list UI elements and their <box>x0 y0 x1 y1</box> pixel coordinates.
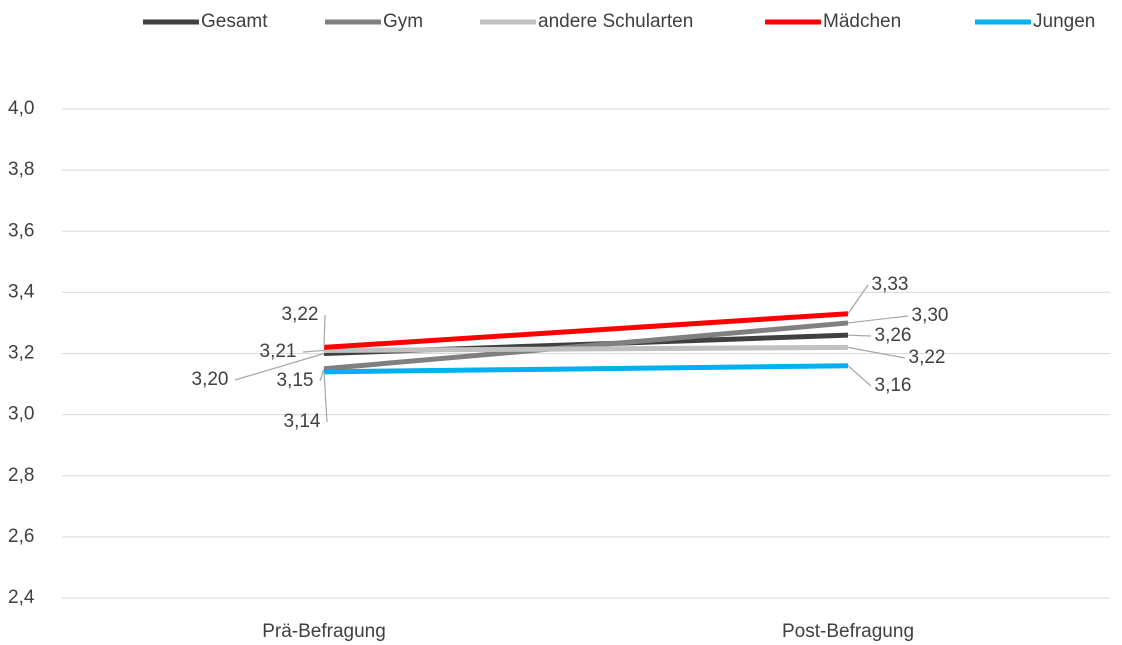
data-label: 3,20 <box>192 369 229 390</box>
line <box>323 363 849 375</box>
y-tick-label: 3,6 <box>8 220 34 241</box>
y-tick-label: 2,4 <box>8 587 35 608</box>
legend-label: Gym <box>383 11 423 32</box>
leader-line <box>847 284 869 315</box>
y-tick-label: 2,6 <box>8 526 34 547</box>
data-label: 3,16 <box>875 375 912 396</box>
leader-line <box>323 314 326 348</box>
x-tick-label: Post-Befragung <box>782 621 914 642</box>
line <box>323 311 849 350</box>
y-tick-label: 3,4 <box>8 281 35 302</box>
data-label: 3,14 <box>284 411 321 432</box>
leader-line <box>847 365 872 387</box>
legend-label: Mädchen <box>823 11 901 32</box>
data-label: 3,26 <box>875 325 912 346</box>
leader-line <box>847 346 906 359</box>
data-label: 3,30 <box>912 305 949 326</box>
data-label: 3,33 <box>872 274 909 295</box>
y-tick-label: 3,2 <box>8 343 34 364</box>
leader-line <box>847 334 872 337</box>
leader-line <box>319 368 325 382</box>
data-label: 3,15 <box>277 370 314 391</box>
legend-label: andere Schularten <box>538 11 693 32</box>
y-tick-label: 3,8 <box>8 159 34 180</box>
leader-line <box>302 349 325 353</box>
x-tick-label: Prä-Befragung <box>262 621 386 642</box>
y-tick-label: 2,8 <box>8 465 34 486</box>
leader-line <box>323 371 328 423</box>
y-tick-label: 3,0 <box>8 404 34 425</box>
data-label: 3,22 <box>282 304 319 325</box>
legend-label: Gesamt <box>201 11 268 32</box>
data-label: 3,22 <box>909 347 946 368</box>
line <box>323 344 849 353</box>
data-label: 3,21 <box>260 341 297 362</box>
y-tick-label: 4,0 <box>8 98 34 119</box>
line <box>323 320 849 372</box>
legend-label: Jungen <box>1033 11 1095 32</box>
leader-line <box>234 352 325 381</box>
leader-line <box>847 315 909 324</box>
